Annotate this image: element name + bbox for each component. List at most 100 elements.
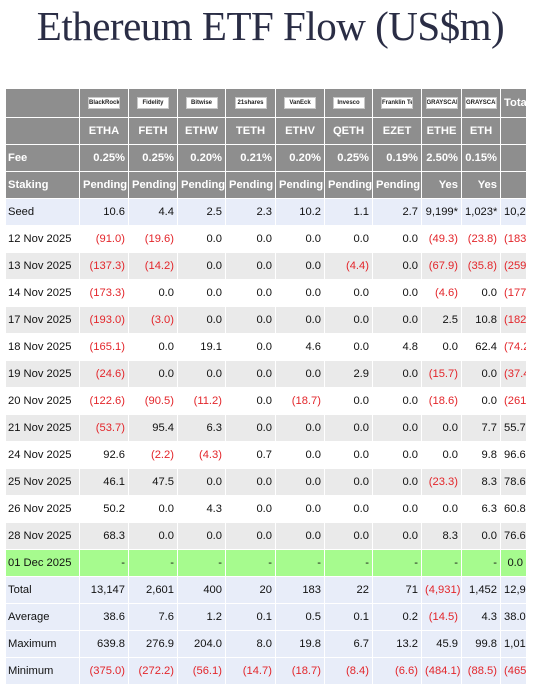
flow-value: 0.0: [177, 306, 226, 334]
flow-value: 0.0: [177, 468, 226, 496]
flow-value: -: [461, 549, 501, 577]
ticker-header: FETH: [128, 117, 178, 145]
flow-value: 2.5: [421, 306, 462, 334]
row-total: (182.7): [500, 306, 527, 334]
issuer-logo: GRAYSCALE: [465, 97, 497, 110]
row-label: 25 Nov 2025: [5, 468, 80, 496]
issuer-logo-cell: GRAYSCALE: [421, 88, 462, 118]
flow-value: (67.9): [421, 252, 462, 280]
flow-value: 0.0: [461, 279, 501, 307]
summary-value: 8.0: [225, 630, 276, 658]
flow-value: 0.0: [372, 225, 422, 253]
flow-value: 0.0: [275, 468, 325, 496]
summary-value: 6.7: [324, 630, 373, 658]
fee-value: 0.25%: [324, 144, 373, 172]
summary-row: Minimum (375.0) (272.2) (56.1) (14.7) (18.7)(…: [5, 657, 527, 685]
staking-value: Pending: [275, 171, 325, 199]
issuer-logo-cell: Invesco: [324, 88, 373, 118]
row-label: 24 Nov 2025: [5, 441, 80, 469]
summary-value: 0.2: [372, 603, 422, 631]
summary-value: (4,931): [421, 576, 462, 604]
ticker-header: QETH: [324, 117, 373, 145]
flow-value: -: [324, 549, 373, 577]
row-label: Seed: [5, 198, 80, 226]
summary-value: 1,452: [461, 576, 501, 604]
issuer-logo-cell: Franklin Templeton: [372, 88, 422, 118]
flow-value: 2.3: [225, 198, 276, 226]
flow-value: 0.0: [275, 360, 325, 388]
summary-value: 99.8: [461, 630, 501, 658]
row-label: Staking: [5, 171, 80, 199]
flow-value: 0.0: [461, 360, 501, 388]
flow-value: 68.3: [79, 522, 129, 550]
flow-value: 9.8: [461, 441, 501, 469]
flow-value: -: [225, 549, 276, 577]
flow-value: 0.0: [275, 441, 325, 469]
flow-value: (18.6): [421, 387, 462, 415]
row-label: Minimum: [5, 657, 80, 685]
summary-value: 276.9: [128, 630, 178, 658]
summary-row: Maximum 639.8 276.9 204.0 8.0 19.8 6.7 13.2 45.9…: [5, 630, 527, 658]
summary-value: 0.5: [275, 603, 325, 631]
fee-value: 0.20%: [275, 144, 325, 172]
blank-cell: [500, 144, 527, 172]
flow-value: 0.0: [324, 468, 373, 496]
issuer-logo: BlackRock: [88, 97, 120, 110]
row-label: 17 Nov 2025: [5, 306, 80, 334]
staking-value: Yes: [421, 171, 462, 199]
issuer-logo: VanEck: [284, 97, 316, 110]
summary-value: (18.7): [275, 657, 325, 685]
flow-value: 0.0: [372, 414, 422, 442]
fee-value: 0.15%: [461, 144, 501, 172]
row-label: 12 Nov 2025: [5, 225, 80, 253]
flow-value: (137.3): [79, 252, 129, 280]
flow-value: (23.3): [421, 468, 462, 496]
summary-value: 71: [372, 576, 422, 604]
summary-row: Total 13,147 2,601 400 20 183 22 71 (4,931) 1,452…: [5, 576, 527, 604]
chart-title: Ethereum ETF Flow (US$m): [36, 3, 505, 49]
flow-value: 6.3: [461, 495, 501, 523]
row-label: 18 Nov 2025: [5, 333, 80, 361]
summary-total: (465.1): [500, 657, 527, 685]
flow-value: (4.3): [177, 441, 226, 469]
corner-cell: [5, 117, 80, 145]
flow-value: 1.1: [324, 198, 373, 226]
row-total: (177.9): [500, 279, 527, 307]
flow-value: 0.0: [225, 279, 276, 307]
staking-value: Pending: [372, 171, 422, 199]
summary-value: 204.0: [177, 630, 226, 658]
row-label: Average: [5, 603, 80, 631]
flow-value: 0.0: [324, 522, 373, 550]
issuer-logo: 21shares: [234, 97, 267, 110]
flow-value: 0.0: [324, 333, 373, 361]
flow-value: 0.0: [225, 252, 276, 280]
row-label: 13 Nov 2025: [5, 252, 80, 280]
flow-value: 0.0: [421, 495, 462, 523]
flow-value: 7.7: [461, 414, 501, 442]
flow-value: 0.0: [225, 306, 276, 334]
row-label: 21 Nov 2025: [5, 414, 80, 442]
row-label: Total: [5, 576, 80, 604]
row-total: 60.8: [500, 495, 527, 523]
flow-value: 0.0: [372, 252, 422, 280]
row-label: Maximum: [5, 630, 80, 658]
summary-value: 38.6: [79, 603, 129, 631]
flow-value: 0.0: [421, 441, 462, 469]
total-header: Total: [500, 88, 527, 118]
staking-row: Staking Pending Pending Pending Pending Pendi…: [5, 171, 527, 199]
flow-value: (49.3): [421, 225, 462, 253]
flow-value: -: [79, 549, 129, 577]
seed-row: Seed 10.6 4.4 2.5 2.3 10.2 1.1 2.7 9,199* 1,023* 1…: [5, 198, 527, 226]
summary-total: 38.0: [500, 603, 527, 631]
flow-value: -: [275, 549, 325, 577]
flow-value: 8.3: [461, 468, 501, 496]
flow-row: 28 Nov 2025 68.3 0.0 0.0 0.0 0.0 0.0 0.0 8.3 0.0 7…: [5, 522, 527, 550]
flow-value: 0.0: [128, 333, 178, 361]
flow-value: 0.0: [128, 360, 178, 388]
flow-value: 2.9: [324, 360, 373, 388]
flow-value: (122.6): [79, 387, 129, 415]
issuer-logo-cell: 21shares: [225, 88, 276, 118]
flow-value: 62.4: [461, 333, 501, 361]
flow-value: 0.0: [372, 279, 422, 307]
flow-value: 4.6: [275, 333, 325, 361]
